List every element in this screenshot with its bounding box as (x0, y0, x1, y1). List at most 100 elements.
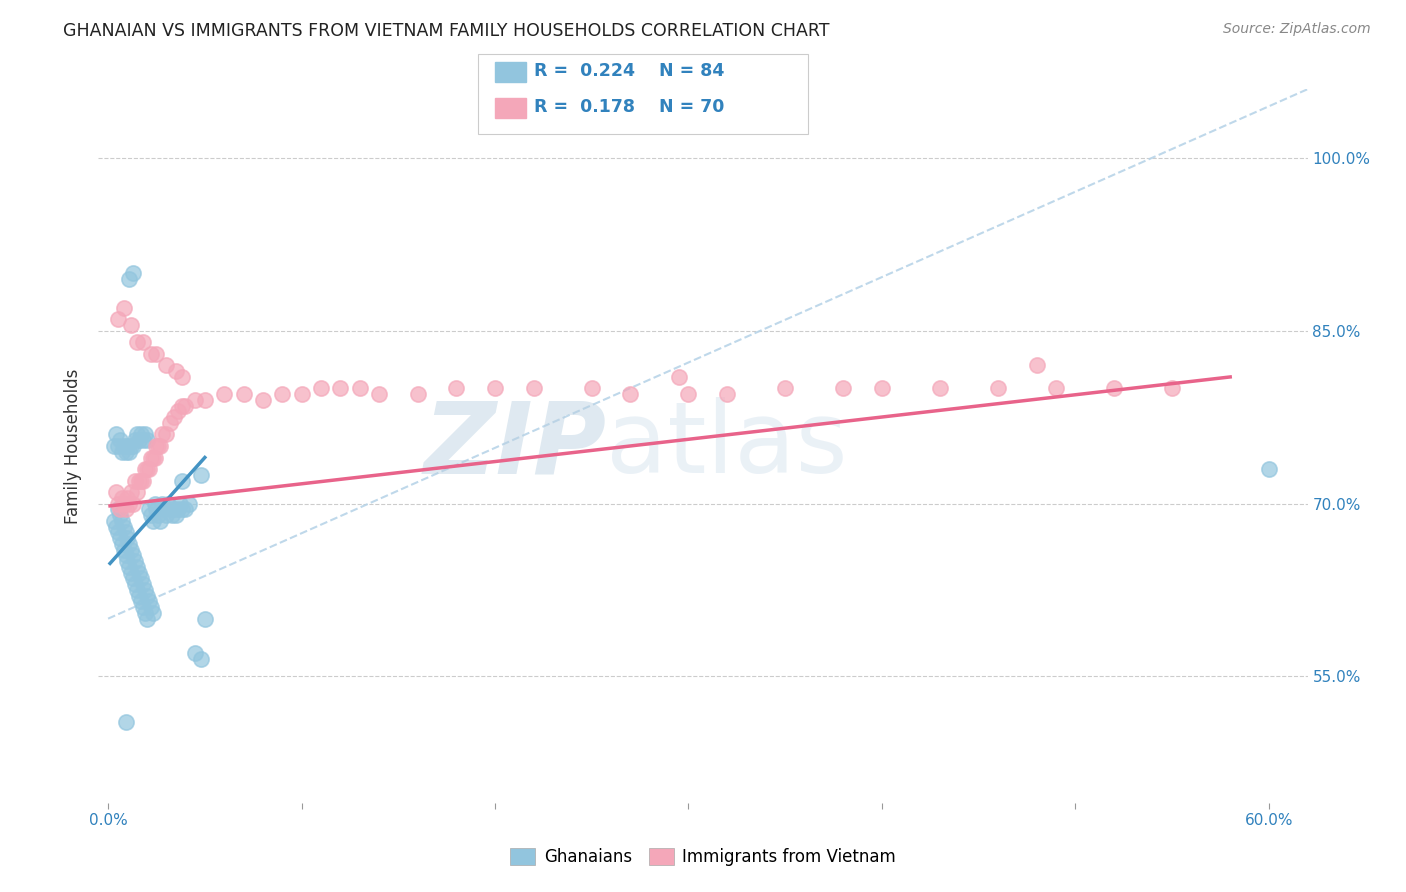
Point (134, 582, 156, 597)
Point (132, 577, 155, 591)
Point (232, 387, 254, 401)
Legend: Ghanaians, Immigrants from Vietnam: Ghanaians, Immigrants from Vietnam (503, 841, 903, 873)
Point (132, 434, 155, 448)
Point (149, 439, 172, 453)
Point (129, 427, 152, 442)
Point (309, 381, 332, 395)
Point (135, 589, 157, 603)
Point (1102, 381, 1125, 395)
Point (145, 502, 167, 516)
Point (150, 497, 173, 511)
Point (129, 594, 152, 608)
Point (139, 347, 162, 361)
Point (118, 444, 141, 458)
Point (329, 381, 352, 395)
Point (111, 514, 134, 528)
Point (114, 444, 136, 458)
Point (107, 439, 129, 453)
Point (120, 485, 142, 500)
Point (103, 439, 125, 453)
Point (108, 531, 131, 545)
Point (127, 582, 149, 597)
Point (122, 571, 145, 585)
Point (153, 502, 176, 516)
Point (165, 364, 187, 378)
Point (138, 502, 160, 516)
Text: atlas: atlas (606, 398, 848, 494)
Point (668, 370, 690, 384)
Point (446, 381, 468, 395)
Point (716, 387, 738, 401)
Point (166, 404, 188, 418)
Point (1045, 381, 1067, 395)
Point (112, 497, 135, 511)
Point (160, 508, 183, 522)
Text: R =  0.178    N = 70: R = 0.178 N = 70 (534, 98, 724, 116)
Point (194, 392, 217, 407)
Point (111, 537, 134, 551)
Point (170, 474, 193, 488)
Point (142, 514, 165, 528)
Point (108, 508, 131, 522)
Point (155, 508, 177, 522)
Point (107, 497, 129, 511)
Point (114, 715, 136, 730)
Point (987, 381, 1010, 395)
Point (148, 439, 170, 453)
Point (1257, 462, 1279, 476)
Point (523, 381, 546, 395)
Point (112, 301, 135, 315)
Point (159, 416, 181, 430)
Point (132, 600, 155, 615)
Point (174, 502, 197, 516)
Point (128, 474, 150, 488)
Point (112, 542, 135, 557)
Point (145, 347, 167, 361)
Point (114, 502, 136, 516)
Text: Source: ZipAtlas.com: Source: ZipAtlas.com (1223, 22, 1371, 37)
Text: R =  0.224    N = 84: R = 0.224 N = 84 (534, 62, 724, 80)
Point (139, 508, 162, 522)
Point (124, 434, 146, 448)
Point (108, 502, 131, 516)
Point (142, 450, 165, 465)
Point (117, 554, 139, 568)
Point (124, 577, 146, 591)
Point (122, 549, 145, 563)
Point (166, 502, 188, 516)
Point (103, 514, 125, 528)
Point (112, 519, 135, 533)
Point (114, 525, 136, 540)
Point (129, 474, 152, 488)
Point (138, 594, 160, 608)
Point (149, 514, 172, 528)
Point (112, 439, 135, 453)
Point (832, 381, 855, 395)
Point (117, 439, 139, 453)
Point (484, 381, 506, 395)
Point (271, 387, 294, 401)
Point (194, 612, 217, 626)
Point (132, 474, 155, 488)
Point (184, 646, 207, 660)
Point (128, 589, 150, 603)
Point (252, 392, 274, 407)
Point (107, 312, 129, 326)
Point (107, 525, 129, 540)
Point (117, 531, 139, 545)
Point (190, 652, 212, 666)
Point (127, 335, 149, 350)
Point (143, 497, 166, 511)
Point (118, 272, 141, 286)
Point (179, 497, 201, 511)
Point (134, 606, 156, 620)
Point (120, 318, 142, 333)
Point (145, 439, 167, 453)
Point (134, 462, 156, 476)
Point (124, 554, 146, 568)
Point (104, 485, 127, 500)
Point (1161, 381, 1184, 395)
Point (150, 427, 173, 442)
Point (349, 381, 371, 395)
Point (127, 427, 149, 442)
